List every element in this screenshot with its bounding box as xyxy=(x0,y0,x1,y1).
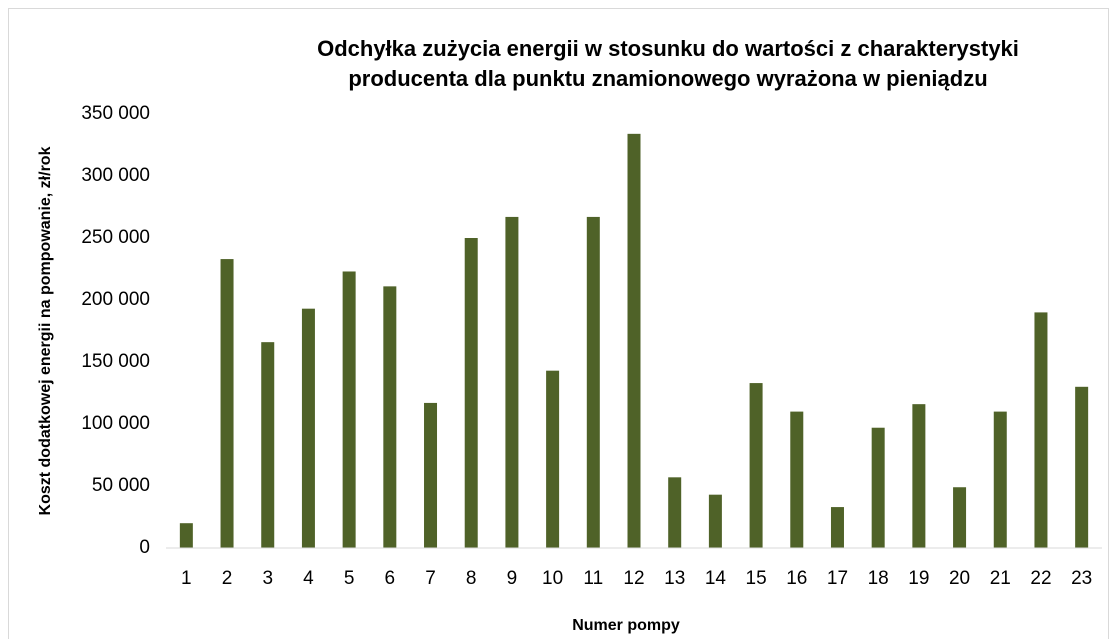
y-tick-label: 100 000 xyxy=(81,413,150,434)
y-tick-label: 150 000 xyxy=(81,351,150,372)
bar xyxy=(749,383,763,548)
bar xyxy=(179,523,193,548)
chart-title: Odchyłka zużycia energii w stosunku do w… xyxy=(317,36,1019,61)
x-tick-label: 17 xyxy=(827,568,848,589)
bar xyxy=(342,271,356,548)
x-tick-label: 10 xyxy=(542,568,563,589)
x-tick-label: 6 xyxy=(385,568,396,589)
y-tick-label: 50 000 xyxy=(92,475,150,496)
bar xyxy=(424,402,438,548)
x-tick-label: 11 xyxy=(583,568,603,589)
x-tick-label: 9 xyxy=(507,568,518,589)
bar xyxy=(546,370,560,548)
bar xyxy=(830,507,844,548)
x-tick-label: 23 xyxy=(1071,568,1092,589)
y-tick-label: 200 000 xyxy=(81,289,150,310)
x-tick-label: 2 xyxy=(222,568,233,589)
y-tick-label: 350 000 xyxy=(81,103,150,124)
x-tick-label: 18 xyxy=(868,568,889,589)
x-tick-label: 12 xyxy=(623,568,644,589)
bar xyxy=(953,487,967,548)
y-axis-title: Koszt dodatkowej energii na pompowanie, … xyxy=(37,146,54,515)
x-tick-label: 16 xyxy=(786,568,807,589)
x-tick-label: 5 xyxy=(344,568,355,589)
bar xyxy=(505,216,519,549)
bar xyxy=(301,308,315,548)
bar xyxy=(871,427,885,548)
bar xyxy=(220,259,234,548)
x-tick-label: 13 xyxy=(664,568,685,589)
x-tick-label: 3 xyxy=(262,568,273,589)
x-tick-label: 20 xyxy=(949,568,970,589)
bar xyxy=(627,133,641,548)
bar xyxy=(912,404,926,548)
bar xyxy=(586,216,600,549)
x-tick-label: 21 xyxy=(990,568,1011,589)
bar xyxy=(790,411,804,548)
bar xyxy=(261,342,275,548)
bar xyxy=(464,238,478,548)
bar xyxy=(1034,312,1048,548)
chart-title: producenta dla punktu znamionowego wyraż… xyxy=(348,66,987,91)
x-tick-label: 4 xyxy=(303,568,314,589)
bar xyxy=(1075,386,1089,548)
x-tick-label: 8 xyxy=(466,568,477,589)
y-tick-label: 0 xyxy=(139,537,150,558)
bar xyxy=(993,411,1007,548)
x-tick-label: 7 xyxy=(425,568,436,589)
y-tick-label: 300 000 xyxy=(81,165,150,186)
y-tick-label: 250 000 xyxy=(81,227,150,248)
x-axis-title: Numer pompy xyxy=(572,617,680,634)
x-tick-label: 19 xyxy=(908,568,929,589)
x-tick-label: 15 xyxy=(746,568,767,589)
bar xyxy=(668,477,682,548)
x-tick-label: 14 xyxy=(705,568,727,589)
x-tick-label: 22 xyxy=(1030,568,1051,589)
bar xyxy=(708,494,722,548)
x-tick-label: 1 xyxy=(181,568,192,589)
bar xyxy=(383,286,397,548)
